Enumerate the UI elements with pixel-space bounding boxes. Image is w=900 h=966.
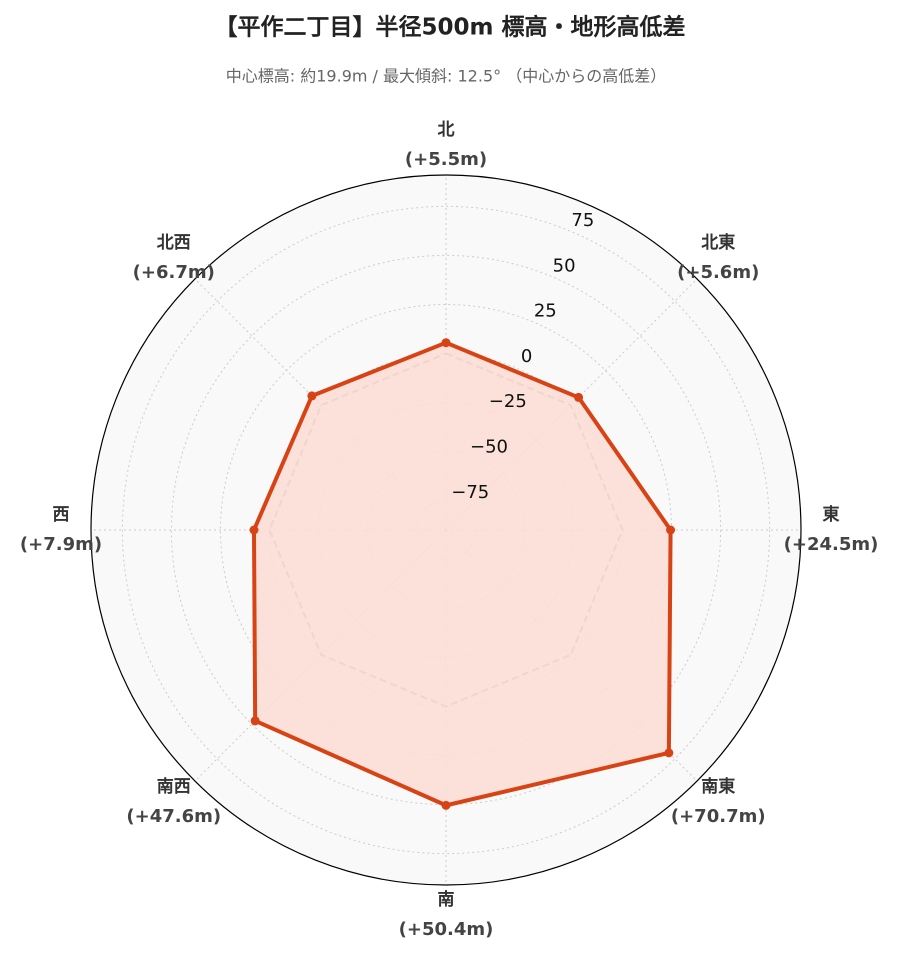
- chart-subtitle: 中心標高: 約19.9m / 最大傾斜: 12.5° （中心からの高低差）: [226, 67, 666, 86]
- grid-spoke: [194, 278, 447, 531]
- r-tick-label: −50: [470, 437, 508, 458]
- category-label: 南東: [701, 776, 735, 797]
- value-label: (+50.4m): [399, 919, 494, 940]
- data-point: [441, 800, 451, 810]
- data-area: [253, 342, 671, 806]
- r-tick-label: 25: [534, 301, 557, 322]
- value-label: (+5.6m): [677, 262, 759, 283]
- value-label: (+70.7m): [671, 806, 766, 827]
- category-label: 北東: [701, 232, 735, 253]
- category-label: 南: [438, 889, 455, 910]
- data-point: [666, 525, 676, 535]
- data-point: [574, 392, 584, 402]
- grid-spoke: [445, 278, 698, 531]
- value-label: (+7.9m): [20, 534, 102, 555]
- value-label: (+5.5m): [405, 149, 487, 170]
- outer-ring: [90, 174, 802, 886]
- value-label: (+47.6m): [126, 806, 221, 827]
- data-point: [664, 748, 674, 758]
- category-label: 西: [53, 505, 70, 525]
- data-point: [250, 716, 260, 726]
- grid-spoke: [194, 529, 447, 782]
- r-tick-label: 75: [571, 210, 594, 231]
- data-point: [441, 338, 451, 348]
- value-label: (+6.7m): [133, 262, 215, 283]
- r-tick-label: −75: [451, 482, 489, 503]
- r-tick-label: 50: [553, 255, 576, 276]
- category-label: 東: [823, 504, 840, 525]
- data-point: [307, 391, 317, 401]
- r-tick-label: 0: [521, 346, 532, 367]
- value-label: (+24.5m): [784, 534, 879, 555]
- category-label: 北西: [157, 233, 191, 253]
- grid-circle: [121, 205, 771, 855]
- data-point: [249, 525, 259, 535]
- category-label: 南西: [157, 776, 191, 797]
- chart-title: 【平作二丁目】半径500m 標高・地形高低差: [215, 14, 686, 41]
- category-label: 北: [438, 120, 455, 140]
- r-tick-label: −25: [489, 391, 527, 412]
